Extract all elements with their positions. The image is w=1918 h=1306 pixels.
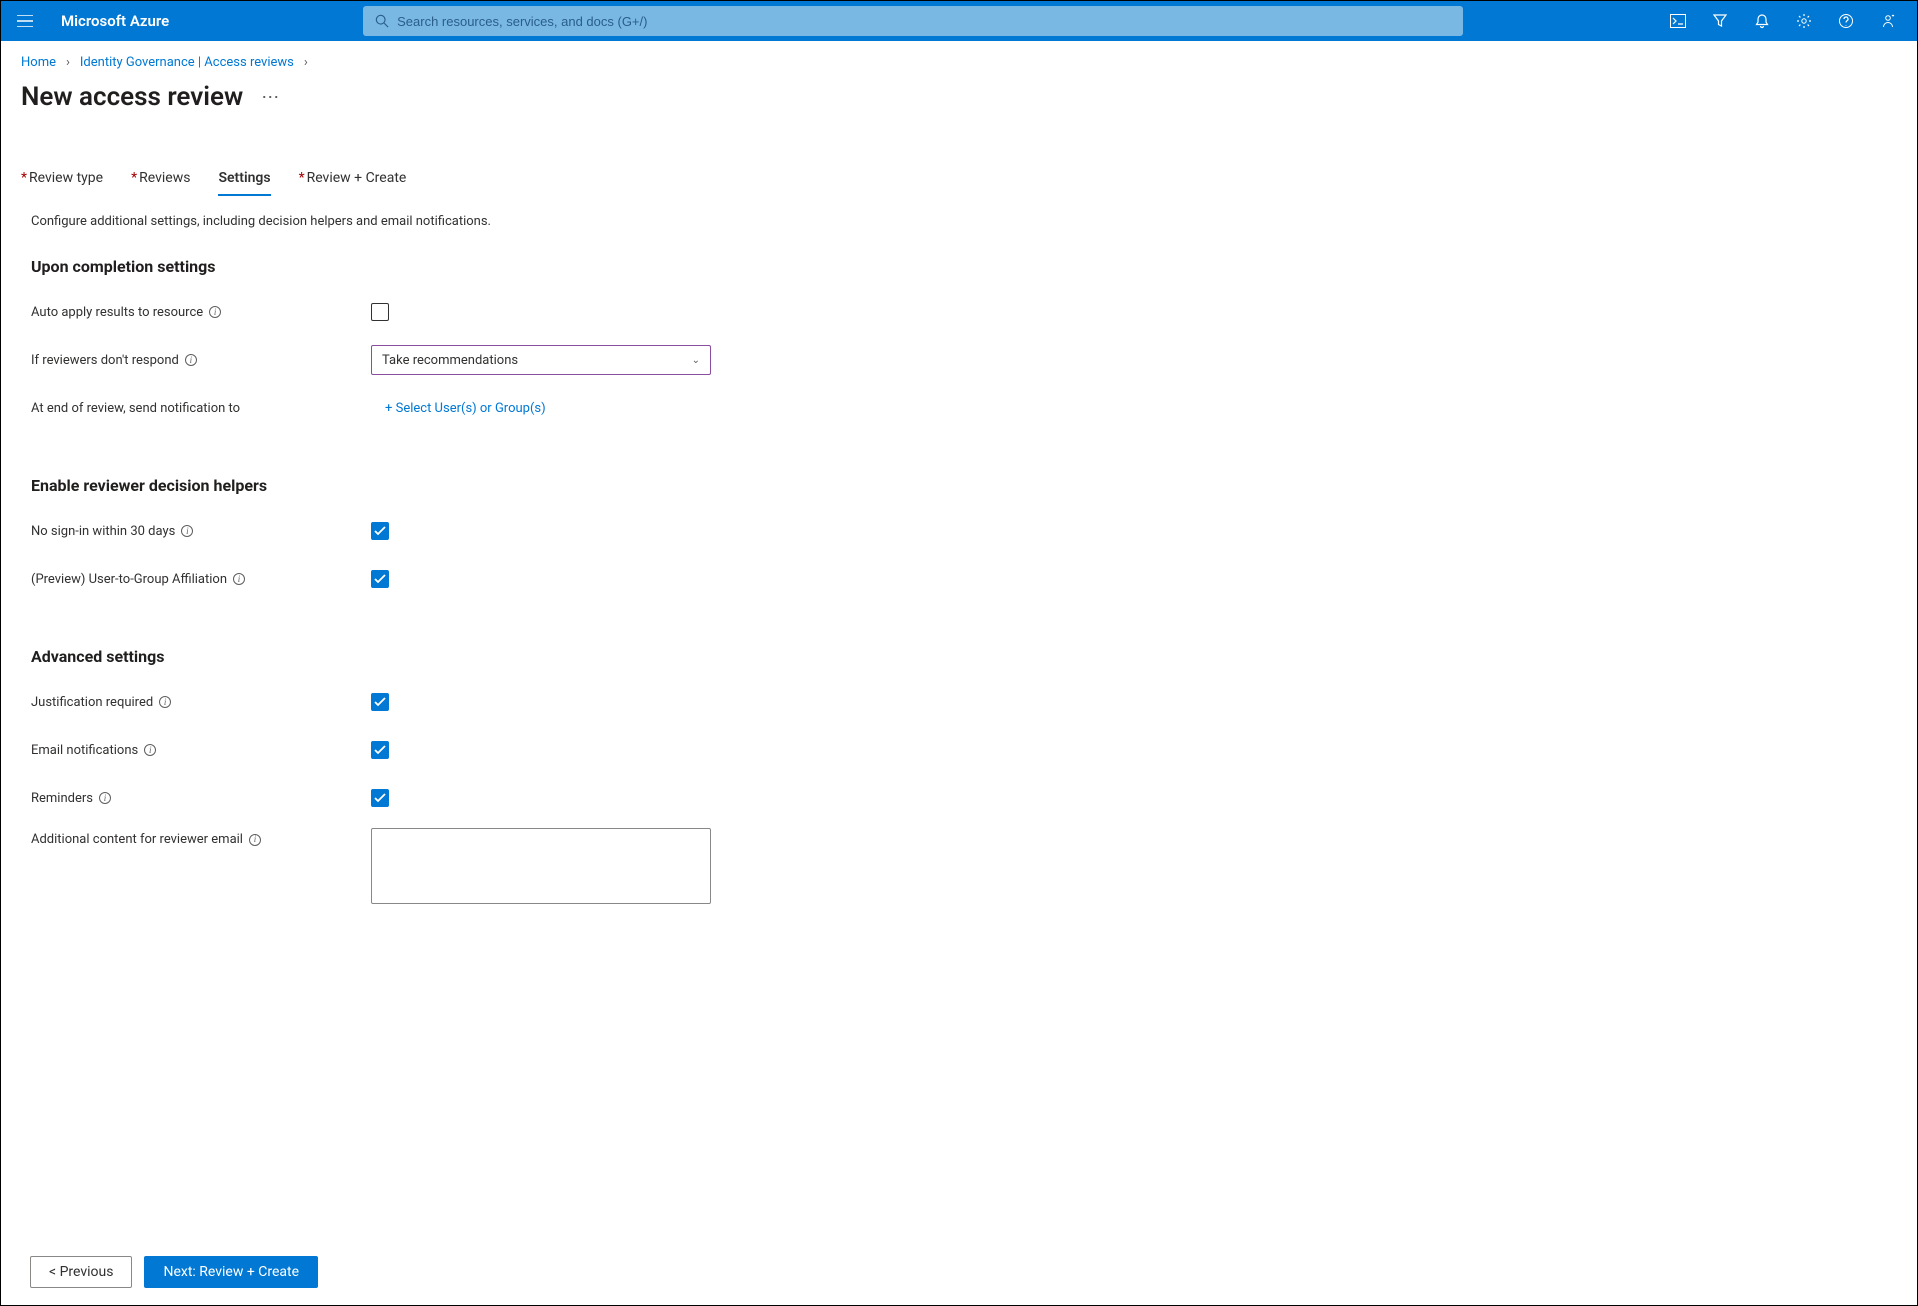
row-end-notify: At end of review, send notification to +… <box>31 390 1897 426</box>
page-title-row: New access review ⋯ <box>1 76 1917 116</box>
brand-label: Microsoft Azure <box>49 12 169 30</box>
tab-label: Review type <box>29 170 103 186</box>
checkbox-auto-apply[interactable] <box>371 303 389 321</box>
previous-button[interactable]: < Previous <box>30 1256 132 1288</box>
form-description: Configure additional settings, including… <box>31 214 1897 229</box>
tab-label: Review + Create <box>307 170 407 186</box>
select-value: Take recommendations <box>382 353 518 368</box>
more-actions-icon[interactable]: ⋯ <box>261 87 279 108</box>
global-search[interactable] <box>363 6 1463 36</box>
checkbox-no-signin[interactable] <box>371 522 389 540</box>
label-text: If reviewers don't respond <box>31 353 179 368</box>
row-additional-content: Additional content for reviewer email i <box>31 828 1897 904</box>
label-end-notify: At end of review, send notification to <box>31 401 371 416</box>
row-no-signin: No sign-in within 30 days i <box>31 513 1897 549</box>
info-icon[interactable]: i <box>144 744 156 756</box>
label-email-notif: Email notifications i <box>31 743 371 758</box>
label-text: Reminders <box>31 791 93 806</box>
wizard-footer: < Previous Next: Review + Create <box>30 1256 318 1288</box>
label-text: Justification required <box>31 695 153 710</box>
settings-gear-icon[interactable] <box>1783 1 1825 41</box>
label-text: (Preview) User-to-Group Affiliation <box>31 572 227 587</box>
settings-form: Configure additional settings, including… <box>1 196 1917 936</box>
breadcrumb-home[interactable]: Home <box>21 55 56 70</box>
label-additional-content: Additional content for reviewer email i <box>31 828 371 847</box>
cloud-shell-icon[interactable] <box>1657 1 1699 41</box>
label-auto-apply: Auto apply results to resource i <box>31 305 371 320</box>
info-icon[interactable]: i <box>209 306 221 318</box>
info-icon[interactable]: i <box>181 525 193 537</box>
search-input[interactable] <box>397 14 1451 29</box>
textarea-additional-content[interactable] <box>371 828 711 904</box>
label-no-signin: No sign-in within 30 days i <box>31 524 371 539</box>
breadcrumb-sep: › <box>66 55 70 70</box>
label-reminders: Reminders i <box>31 791 371 806</box>
section-helpers: Enable reviewer decision helpers <box>31 476 1897 495</box>
label-text: No sign-in within 30 days <box>31 524 175 539</box>
breadcrumb-identity-governance[interactable]: Identity Governance | Access reviews <box>80 55 294 70</box>
checkbox-justification[interactable] <box>371 693 389 711</box>
label-justification: Justification required i <box>31 695 371 710</box>
tab-settings[interactable]: Settings <box>218 170 270 196</box>
tab-review-type[interactable]: *Review type <box>21 170 103 196</box>
label-text: At end of review, send notification to <box>31 401 240 416</box>
page-title: New access review <box>21 82 243 112</box>
tab-review-create[interactable]: *Review + Create <box>299 170 407 196</box>
help-icon[interactable] <box>1825 1 1867 41</box>
label-text: Auto apply results to resource <box>31 305 203 320</box>
info-icon[interactable]: i <box>249 834 261 846</box>
label-text: Email notifications <box>31 743 138 758</box>
wizard-tabs: *Review type *Reviews Settings *Review +… <box>1 116 1917 196</box>
notifications-icon[interactable] <box>1741 1 1783 41</box>
info-icon[interactable]: i <box>99 792 111 804</box>
label-no-respond: If reviewers don't respond i <box>31 353 371 368</box>
info-icon[interactable]: i <box>233 573 245 585</box>
tab-label: Reviews <box>139 170 190 186</box>
row-justification: Justification required i <box>31 684 1897 720</box>
row-user-group-aff: (Preview) User-to-Group Affiliation i <box>31 561 1897 597</box>
info-icon[interactable]: i <box>185 354 197 366</box>
feedback-icon[interactable] <box>1867 1 1909 41</box>
row-auto-apply: Auto apply results to resource i <box>31 294 1897 330</box>
select-no-respond[interactable]: Take recommendations ⌄ <box>371 345 711 375</box>
chevron-down-icon: ⌄ <box>692 355 700 366</box>
tab-label: Settings <box>218 170 270 186</box>
section-advanced: Advanced settings <box>31 647 1897 666</box>
directory-filter-icon[interactable] <box>1699 1 1741 41</box>
breadcrumb: Home › Identity Governance | Access revi… <box>1 41 1917 76</box>
checkbox-user-group-aff[interactable] <box>371 570 389 588</box>
row-email-notif: Email notifications i <box>31 732 1897 768</box>
tab-reviews[interactable]: *Reviews <box>131 170 190 196</box>
row-no-respond: If reviewers don't respond i Take recomm… <box>31 342 1897 378</box>
link-select-users[interactable]: + Select User(s) or Group(s) <box>371 401 546 416</box>
breadcrumb-sep: › <box>304 55 308 70</box>
hamburger-menu-icon[interactable] <box>1 1 49 41</box>
label-text: Additional content for reviewer email <box>31 832 243 847</box>
azure-topbar: Microsoft Azure <box>1 1 1917 41</box>
checkbox-reminders[interactable] <box>371 789 389 807</box>
row-reminders: Reminders i <box>31 780 1897 816</box>
info-icon[interactable]: i <box>159 696 171 708</box>
search-wrap <box>169 6 1657 36</box>
label-user-group-aff: (Preview) User-to-Group Affiliation i <box>31 572 371 587</box>
checkbox-email-notif[interactable] <box>371 741 389 759</box>
next-button[interactable]: Next: Review + Create <box>144 1256 318 1288</box>
topbar-icons <box>1657 1 1917 41</box>
section-completion: Upon completion settings <box>31 257 1897 276</box>
